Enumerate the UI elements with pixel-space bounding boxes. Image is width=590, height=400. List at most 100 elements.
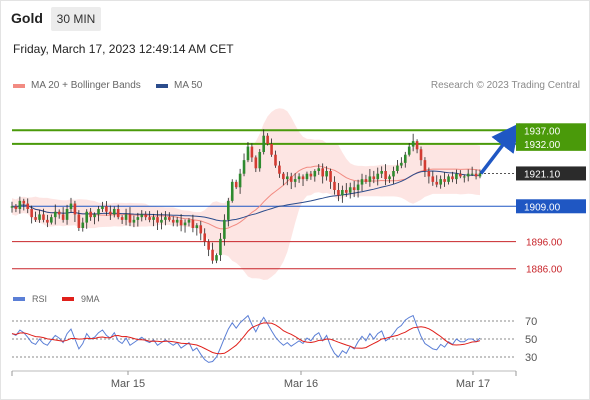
support-level-label: 1896.00 bbox=[526, 238, 563, 249]
candle-body bbox=[411, 141, 415, 147]
candle-body bbox=[46, 219, 49, 223]
candle-body bbox=[447, 176, 450, 182]
rsi-label: RSI bbox=[32, 294, 48, 304]
symbol-title: Gold bbox=[11, 10, 43, 26]
candle-body bbox=[246, 146, 250, 161]
candle-body bbox=[34, 217, 37, 220]
candle-body bbox=[376, 173, 380, 180]
candle-body bbox=[120, 217, 124, 220]
candle-body bbox=[297, 176, 301, 180]
candle-body bbox=[148, 217, 151, 220]
candle-body bbox=[435, 181, 439, 185]
ma9-label: 9MA bbox=[81, 294, 100, 304]
candle-body bbox=[466, 173, 470, 177]
candle-body bbox=[128, 214, 132, 223]
candle-body bbox=[164, 217, 167, 220]
candle-body bbox=[478, 173, 482, 177]
candle-body bbox=[407, 146, 411, 155]
candle-body bbox=[474, 173, 478, 177]
candle-body bbox=[116, 209, 120, 218]
candle-body bbox=[183, 222, 187, 226]
candle-body bbox=[329, 171, 332, 182]
rsi-level-label: 70 bbox=[525, 316, 537, 328]
candle-body bbox=[152, 217, 155, 220]
candle-body bbox=[356, 184, 360, 190]
candle-body bbox=[372, 176, 376, 180]
bollinger-band bbox=[12, 108, 480, 280]
candle-body bbox=[65, 209, 69, 220]
ma-bollinger-swatch bbox=[13, 83, 25, 88]
candle-body bbox=[352, 187, 356, 190]
last-price-tag bbox=[516, 166, 586, 181]
resistance-level-tag bbox=[516, 136, 586, 151]
candle-body bbox=[282, 173, 285, 180]
candle-body bbox=[325, 171, 328, 177]
x-axis-label: Mar 16 bbox=[284, 378, 318, 390]
candle-body bbox=[266, 135, 269, 144]
candle-body bbox=[42, 214, 45, 220]
candle-body bbox=[459, 173, 462, 177]
candle-body bbox=[431, 176, 435, 182]
candle-body bbox=[317, 168, 321, 171]
rsi-level-label: 50 bbox=[525, 334, 537, 346]
candle-body bbox=[455, 173, 458, 180]
candle-body bbox=[97, 209, 100, 215]
research-credit: Research © 2023 Trading Central bbox=[430, 80, 580, 91]
candle-body bbox=[230, 181, 234, 201]
candle-body bbox=[69, 203, 73, 209]
candle-body bbox=[392, 171, 395, 177]
candle-body bbox=[73, 203, 77, 215]
candle-body bbox=[388, 176, 391, 180]
rsi-ma9-line bbox=[11, 322, 481, 355]
candle-body bbox=[227, 200, 230, 220]
candle-body bbox=[380, 171, 383, 174]
candle-body bbox=[199, 225, 203, 234]
candle-body bbox=[301, 176, 305, 180]
candle-body bbox=[211, 249, 214, 261]
candle-body bbox=[278, 165, 281, 174]
legend-ma50: MA 50 bbox=[156, 80, 202, 91]
candle-body bbox=[344, 190, 348, 193]
candle-body bbox=[238, 173, 242, 188]
candle-body bbox=[77, 214, 81, 228]
candle-body bbox=[242, 160, 246, 174]
pivot-level-tag bbox=[516, 199, 586, 214]
last-price-label: 1921.10 bbox=[524, 169, 561, 180]
rsi-swatch bbox=[13, 297, 25, 301]
candle-body bbox=[258, 152, 262, 169]
candle-body bbox=[364, 179, 368, 182]
resistance-level-label: 1937.00 bbox=[524, 126, 561, 137]
candle-body bbox=[419, 149, 423, 161]
candle-body bbox=[57, 211, 61, 215]
candle-body bbox=[81, 222, 85, 228]
candle-body bbox=[85, 211, 89, 223]
candle-body bbox=[337, 190, 340, 196]
candle-body bbox=[105, 206, 108, 212]
candle-body bbox=[53, 211, 57, 218]
rsi-level-label: 30 bbox=[525, 352, 537, 364]
candle-body bbox=[160, 219, 163, 223]
candle-body bbox=[451, 176, 454, 180]
pivot-level-label: 1909.00 bbox=[524, 202, 561, 213]
candle-body bbox=[22, 200, 26, 204]
candle-body bbox=[207, 241, 210, 250]
candle-body bbox=[254, 157, 258, 169]
candle-body bbox=[400, 162, 403, 166]
candle-body bbox=[10, 206, 14, 208]
candle-body bbox=[368, 176, 372, 182]
candle-body bbox=[101, 206, 104, 209]
resistance-level-label: 1932.00 bbox=[524, 140, 561, 151]
candle-body bbox=[38, 214, 41, 220]
candle-body bbox=[109, 211, 112, 215]
candle-body bbox=[14, 206, 18, 209]
candle-body bbox=[293, 179, 297, 182]
ma-bollinger-label: MA 20 + Bollinger Bands bbox=[31, 80, 141, 91]
candle-body bbox=[144, 214, 148, 218]
candle-body bbox=[112, 209, 116, 215]
candle-body bbox=[124, 214, 128, 220]
candle-body bbox=[313, 171, 317, 177]
candle-body bbox=[309, 173, 313, 177]
x-axis-label: Mar 15 bbox=[111, 378, 145, 390]
candle-body bbox=[203, 233, 207, 242]
timeframe-selector[interactable]: 30 MIN bbox=[51, 7, 101, 31]
